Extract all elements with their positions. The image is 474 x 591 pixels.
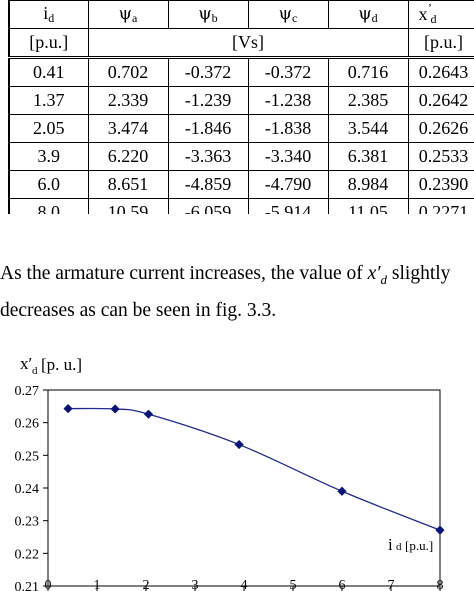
y-tick-label: 0.22	[15, 547, 40, 562]
table-cell: 0.2643	[407, 57, 474, 87]
table-cell: -1.838	[247, 114, 329, 143]
table-cell: 0.2533	[407, 142, 474, 171]
table-cell: -6.059	[167, 198, 249, 214]
x-tick-label: 5	[290, 578, 297, 591]
data-point	[143, 409, 154, 419]
table-body: 0.41 0.702 -0.372 -0.372 0.716 0.2643 1.37 2.33…	[8, 57, 474, 214]
unit-row: [p.u.] [Vs] [p.u.]	[8, 28, 474, 59]
table-cell: 8.984	[327, 170, 409, 199]
data-point	[337, 486, 347, 496]
table-cell: -4.859	[167, 170, 249, 199]
table-cell: 8.0	[8, 198, 89, 214]
table-cell: 2.05	[8, 114, 89, 143]
x-tick-label: 6	[339, 578, 346, 591]
x-axis-label: i d [p.u.]	[388, 535, 433, 554]
data-table: id ψa ψb ψc ψd x,d [p.u.] [Vs] [p.u.] 0.…	[8, 0, 474, 214]
table-cell: -1.239	[167, 86, 249, 115]
y-tick-label: 0.23	[15, 515, 40, 530]
x-tick-label: 1	[94, 578, 101, 591]
x-tick-label: 7	[388, 578, 395, 591]
table-row: 6.0 8.651 -4.859 -4.790 8.984 0.2390	[8, 170, 474, 199]
table-cell: 2.339	[87, 86, 169, 115]
table-cell: 6.220	[87, 142, 169, 171]
svg-text:[p. u.]: [p. u.]	[41, 355, 82, 374]
x-tick-label: 3	[192, 578, 199, 591]
header-psi-a: ψa	[87, 0, 169, 29]
table-cell: 0.2642	[407, 86, 474, 115]
table-cell: -3.363	[167, 142, 249, 171]
table-cell: -1.238	[247, 86, 329, 115]
svg-text:i: i	[388, 535, 393, 554]
table-cell: 0.716	[327, 57, 409, 87]
header-id: id	[8, 0, 89, 29]
y-tick-label: 0.27	[15, 384, 40, 399]
table-cell: 2.385	[327, 86, 409, 115]
series-line	[68, 407, 441, 531]
svg-text:x′: x′	[20, 354, 32, 373]
unit-xd: [p.u.]	[407, 28, 474, 59]
axis-ticks: 0.21 0.22 0.23 0.24 0.25 0.26 0.27 0 1 2 3 4 5 6 7 8	[15, 384, 444, 591]
data-point	[435, 525, 445, 535]
header-row: id ψa ψb ψc ψd x,d	[8, 0, 474, 29]
header-psi-d: ψd	[327, 0, 409, 29]
series-xd	[63, 404, 445, 535]
table-row: 8.0 10.59 -6.059 -5.914 11.05 0.2271	[8, 198, 474, 214]
table-cell: -1.846	[167, 114, 249, 143]
x-tick-label: 2	[143, 578, 150, 591]
table-cell: 11.05	[327, 198, 409, 214]
paragraph: As the armature current increases, the v…	[0, 258, 474, 326]
table-row: 2.05 3.474 -1.846 -1.838 3.544 0.2626	[8, 114, 474, 143]
table-cell: 0.2390	[407, 170, 474, 199]
x-tick-label: 0	[45, 578, 52, 591]
x-tick-label: 8	[437, 578, 444, 591]
table-cell: 0.41	[8, 57, 89, 87]
svg-text:[p.u.]: [p.u.]	[405, 538, 433, 553]
unit-flux: [Vs]	[87, 28, 409, 59]
unit-id: [p.u.]	[8, 28, 89, 59]
table-cell: -3.340	[247, 142, 329, 171]
y-tick-label: 0.26	[15, 417, 40, 432]
table-row: 0.41 0.702 -0.372 -0.372 0.716 0.2643	[8, 57, 474, 87]
y-tick-label: 0.21	[15, 580, 40, 591]
table-cell: -0.372	[247, 57, 329, 87]
xd-symbol: x′d	[367, 263, 388, 287]
svg-text:d: d	[32, 365, 38, 377]
table-cell: 3.9	[8, 142, 89, 171]
paragraph-line-2: decreases as can be seen in fig. 3.3.	[0, 299, 277, 321]
header-psi-b: ψb	[167, 0, 249, 29]
table-cell: 10.59	[87, 198, 169, 214]
table-cell: 1.37	[8, 86, 89, 115]
table-cell: 0.2626	[407, 114, 474, 143]
table-row: 1.37 2.339 -1.239 -1.238 2.385 0.2642	[8, 86, 474, 115]
data-point	[63, 404, 73, 414]
table-cell: 6.0	[8, 170, 89, 199]
svg-text:d: d	[396, 541, 402, 553]
table-cell: -0.372	[167, 57, 249, 87]
table-cell: 6.381	[327, 142, 409, 171]
table-cell: 0.702	[87, 57, 169, 87]
table-cell: -5.914	[247, 198, 329, 214]
header-psi-c: ψc	[247, 0, 329, 29]
paragraph-line-1: As the armature current increases, the v…	[0, 263, 451, 287]
table-row: 3.9 6.220 -3.363 -3.340 6.381 0.2533	[8, 142, 474, 171]
y-tick-label: 0.24	[15, 482, 40, 497]
plot-frame	[47, 389, 441, 587]
table-cell: 3.474	[87, 114, 169, 143]
y-axis-label: x′ d [p. u.]	[20, 354, 82, 377]
xd-vs-id-chart: x′ d [p. u.] 0.210.220.230.240.250.260.2…	[15, 354, 445, 591]
table-cell: 0.2271	[407, 198, 474, 214]
x-tick-label: 4	[241, 578, 248, 591]
table-cell: -4.790	[247, 170, 329, 199]
table-cell: 8.651	[87, 170, 169, 199]
data-table-wrap: id ψa ψb ψc ψd x,d [p.u.] [Vs] [p.u.] 0.…	[8, 0, 474, 214]
table-cell: 3.544	[327, 114, 409, 143]
y-tick-label: 0.25	[15, 449, 40, 464]
data-point	[234, 439, 244, 450]
header-xd: x,d	[407, 0, 474, 29]
data-point	[110, 404, 120, 414]
